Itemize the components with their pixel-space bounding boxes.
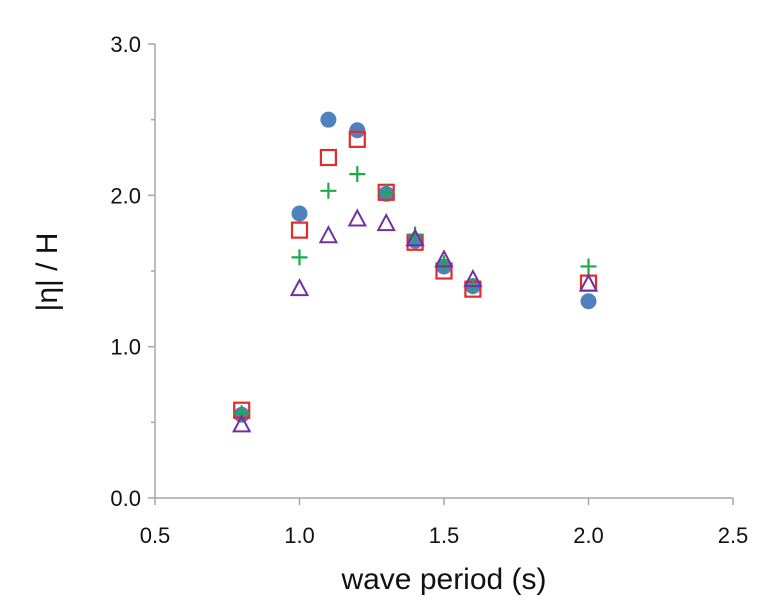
data-point-plus [378,184,395,201]
data-point-triangle [318,225,339,244]
x-axis-label: wave period (s) [340,563,546,596]
data-point-square [348,130,366,148]
data-point-circle [291,205,308,222]
x-tick-label: 2.5 [718,523,749,548]
y-tick-label: 3.0 [110,32,141,57]
data-point-plus [233,405,250,422]
axes: 0.0 1.0 2.0 3.0 0.5 1.0 1.5 2.0 2.5 [110,32,748,548]
data-point-square [290,221,309,239]
series-plus [233,166,597,422]
y-axis-label: |η| / H [31,233,64,312]
data-point-circle [349,122,366,139]
x-tick-label: 0.5 [140,523,171,548]
data-point-triangle [463,268,483,288]
data-point-triangle [578,273,599,292]
data-point-triangle [232,414,252,433]
y-tick-label: 2.0 [110,183,141,208]
data-point-triangle [405,228,425,247]
y-tick-label: 1.0 [110,335,141,360]
x-tick-label: 1.0 [284,523,315,548]
data-point-plus [580,258,597,275]
data-point-triangle [434,249,454,268]
series-square [233,130,598,419]
x-tick-label: 1.5 [429,523,460,548]
data-point-square [579,274,598,292]
data-point-circle [580,293,597,310]
y-tick-label: 0.0 [110,486,141,511]
data-point-plus [349,166,366,183]
data-point-triangle [376,212,396,232]
data-point-square [319,148,337,167]
data-point-plus [291,249,308,266]
data-point-triangle [289,278,310,297]
series-triangle [232,208,599,433]
data-point-triangle [347,208,367,227]
series-circle [233,111,597,423]
x-tick-label: 2.0 [573,523,604,548]
data-point-circle [320,111,337,128]
data-points [232,111,599,433]
data-point-plus [320,182,337,199]
